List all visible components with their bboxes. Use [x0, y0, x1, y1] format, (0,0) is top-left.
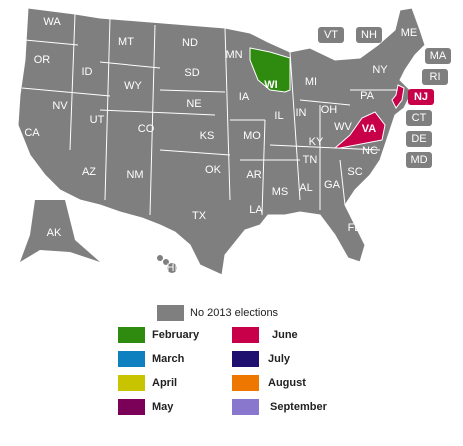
alaska — [20, 200, 100, 262]
state-label: MD — [410, 154, 427, 166]
state-label: HI — [167, 262, 178, 274]
state-borders — [21, 13, 400, 216]
state-label: MN — [225, 49, 242, 61]
legend-swatch — [232, 375, 259, 391]
state-label: AZ — [82, 166, 96, 178]
state-label: WA — [43, 16, 61, 28]
legend-label: September — [270, 401, 328, 413]
legend-swatch — [232, 399, 259, 415]
state-label: DE — [411, 133, 426, 145]
legend-label: June — [272, 329, 298, 341]
state-label: ID — [82, 66, 93, 78]
state-box — [406, 152, 432, 168]
state-label: AK — [47, 227, 62, 239]
state-box — [425, 48, 451, 64]
state-label: IN — [296, 107, 307, 119]
state-label: NY — [372, 64, 388, 76]
state-label: CO — [138, 123, 155, 135]
legend-label: March — [152, 353, 185, 365]
legend-swatch — [232, 327, 259, 343]
legend-swatch — [118, 399, 145, 415]
state-label: MS — [272, 186, 289, 198]
state-label: WI — [264, 79, 277, 91]
state-box — [408, 89, 434, 105]
legend-swatch — [118, 351, 145, 367]
state-label: LA — [249, 204, 263, 216]
legend-label: July — [268, 353, 291, 365]
state-label: AR — [246, 169, 261, 181]
state-box — [356, 27, 382, 43]
state-label: NV — [52, 100, 68, 112]
state-label: KS — [200, 130, 215, 142]
state-label: TX — [192, 210, 207, 222]
state-label: OH — [321, 104, 338, 116]
state-label: NH — [361, 29, 377, 41]
legend-label: May — [152, 401, 174, 413]
hawaii — [157, 255, 177, 273]
mainland — [17, 7, 426, 276]
state-label: ND — [182, 37, 198, 49]
legend-label: August — [268, 377, 306, 389]
state-label: MI — [305, 76, 317, 88]
state-label: NM — [126, 169, 143, 181]
legend-swatch — [118, 327, 145, 343]
state-label: WY — [124, 80, 142, 92]
state-box — [422, 69, 448, 85]
state-label: AL — [299, 182, 312, 194]
state-label: ME — [401, 27, 418, 39]
state-label: NE — [186, 98, 201, 110]
state-label: TN — [303, 154, 318, 166]
state-label: RI — [430, 71, 441, 83]
state-label: CT — [412, 112, 427, 124]
state-label: OR — [34, 54, 51, 66]
state-box — [406, 110, 432, 126]
state-label: SD — [184, 67, 199, 79]
legend-label: April — [152, 377, 177, 389]
state-label: IA — [239, 91, 250, 103]
state-label: GA — [324, 179, 341, 191]
state-label: NJ — [414, 91, 428, 103]
legend-swatch — [157, 305, 184, 321]
state-box — [318, 27, 344, 43]
state-highlight — [249, 47, 291, 93]
legend-swatch — [232, 351, 259, 367]
legend-swatch — [118, 375, 145, 391]
state-label: NC — [362, 145, 378, 157]
state-label: UT — [90, 114, 105, 126]
state-label: FL — [348, 222, 361, 234]
state-label: VA — [362, 123, 377, 135]
state-label: MA — [430, 50, 447, 62]
state-label: MT — [118, 36, 134, 48]
state-label: CA — [24, 127, 40, 139]
legend-label: February — [152, 329, 200, 341]
state-label: KY — [309, 136, 324, 148]
state-label: PA — [360, 90, 375, 102]
state-label: WV — [334, 121, 352, 133]
state-label: OK — [205, 164, 222, 176]
state-label: MO — [243, 130, 261, 142]
state-highlight — [333, 111, 386, 149]
state-label: SC — [347, 166, 362, 178]
state-box — [406, 131, 432, 147]
legend-label: No 2013 elections — [190, 307, 279, 319]
state-label: VT — [324, 29, 338, 41]
state-label: IL — [274, 110, 283, 122]
state-highlight — [391, 84, 405, 109]
